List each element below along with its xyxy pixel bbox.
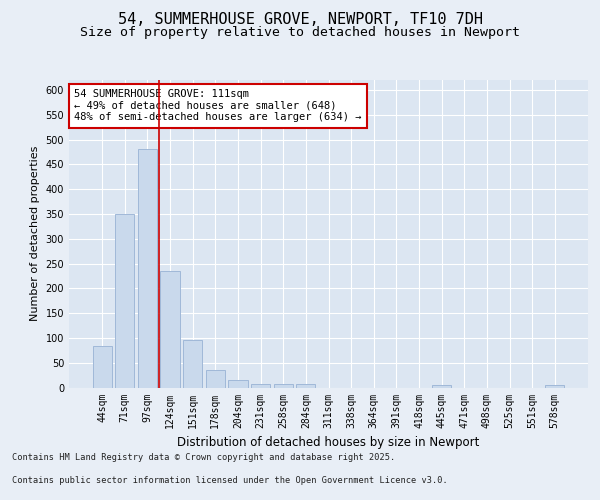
Text: Contains HM Land Registry data © Crown copyright and database right 2025.: Contains HM Land Registry data © Crown c… xyxy=(12,454,395,462)
Bar xyxy=(183,340,202,388)
Text: Size of property relative to detached houses in Newport: Size of property relative to detached ho… xyxy=(80,26,520,39)
Bar xyxy=(229,380,248,388)
Bar xyxy=(138,150,157,388)
Text: Contains public sector information licensed under the Open Government Licence v3: Contains public sector information licen… xyxy=(12,476,448,485)
X-axis label: Distribution of detached houses by size in Newport: Distribution of detached houses by size … xyxy=(178,436,479,449)
Bar xyxy=(432,385,451,388)
Bar xyxy=(92,346,112,388)
Text: 54, SUMMERHOUSE GROVE, NEWPORT, TF10 7DH: 54, SUMMERHOUSE GROVE, NEWPORT, TF10 7DH xyxy=(118,12,482,28)
Text: 54 SUMMERHOUSE GROVE: 111sqm
← 49% of detached houses are smaller (648)
48% of s: 54 SUMMERHOUSE GROVE: 111sqm ← 49% of de… xyxy=(74,89,362,122)
Bar xyxy=(206,370,225,388)
Bar xyxy=(545,385,565,388)
Bar xyxy=(251,384,270,388)
Y-axis label: Number of detached properties: Number of detached properties xyxy=(30,146,40,322)
Bar xyxy=(296,384,316,388)
Bar xyxy=(160,271,180,388)
Bar xyxy=(274,384,293,388)
Bar xyxy=(115,214,134,388)
